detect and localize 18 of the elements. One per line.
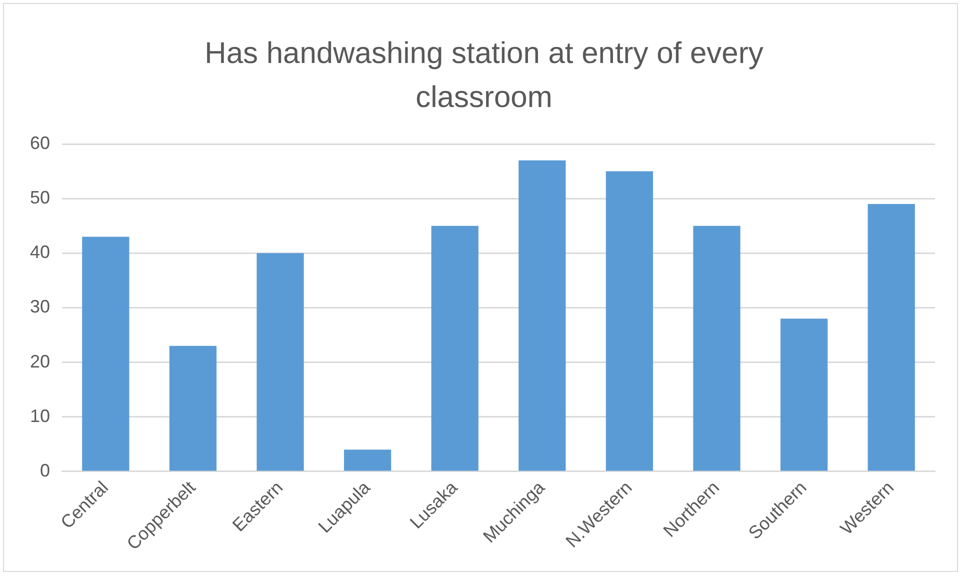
- bar: [606, 171, 654, 471]
- bar: [82, 236, 130, 471]
- y-tick-label: 30: [30, 296, 50, 317]
- bar: [169, 346, 217, 471]
- y-tick-label: 40: [30, 242, 50, 262]
- bar: [518, 160, 566, 471]
- y-tick-label: 20: [30, 351, 50, 372]
- bar: [693, 226, 740, 471]
- chart-title: Has handwashing station at entry of every classroom: [204, 36, 764, 116]
- y-tick-label: 60: [30, 132, 50, 153]
- bar: [344, 450, 392, 471]
- bar: [868, 204, 915, 471]
- bar: [780, 318, 828, 471]
- y-tick-label: 50: [30, 188, 50, 208]
- bar: [431, 226, 478, 471]
- y-tick-label: 10: [30, 406, 50, 426]
- y-tick-label: 0: [40, 460, 50, 480]
- bar: [256, 253, 304, 471]
